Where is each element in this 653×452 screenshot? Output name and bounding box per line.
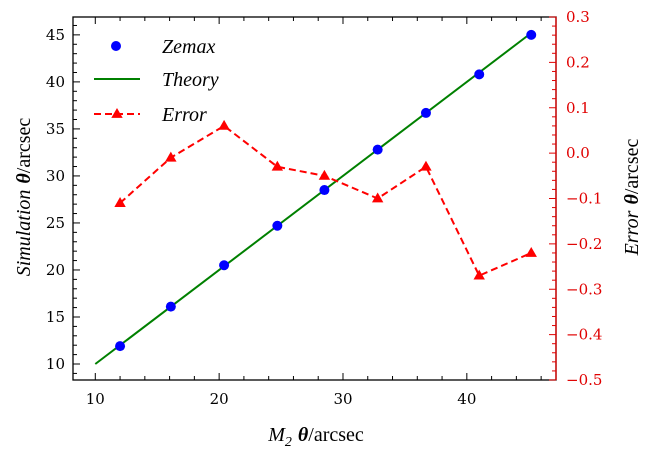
error-line bbox=[119, 124, 532, 277]
y-axis-left-label-symbol: θ bbox=[13, 173, 35, 184]
y-tick-label-right: 0.0 bbox=[566, 144, 590, 162]
zemax-series bbox=[115, 29, 537, 352]
zemax-point bbox=[526, 29, 537, 40]
y-tick-label-left: 15 bbox=[46, 308, 65, 326]
y-axis-right-label-main: Error bbox=[621, 210, 643, 256]
error-point bbox=[218, 119, 230, 130]
y-tick-label-right: −0.5 bbox=[566, 371, 602, 389]
y-axis-left-label-main: Simulation bbox=[13, 190, 35, 277]
y-tick-label-left: 45 bbox=[46, 26, 65, 44]
error-point bbox=[371, 192, 384, 203]
y-tick-label-right: −0.3 bbox=[566, 280, 602, 298]
x-axis-label-symbol: θ bbox=[298, 424, 309, 446]
zemax-point bbox=[272, 220, 283, 231]
y-axis-left-label-unit: /arcsec bbox=[13, 118, 35, 174]
y-tick-label-left: 25 bbox=[46, 214, 65, 232]
y-tick-label-left: 30 bbox=[46, 167, 65, 185]
y-axis-right-label-unit: /arcsec bbox=[621, 139, 643, 195]
y-tick-label-right: 0.1 bbox=[566, 99, 590, 117]
y-tick-label-left: 40 bbox=[46, 73, 65, 91]
x-tick-label: 40 bbox=[457, 390, 476, 408]
y-tick-label-right: 0.3 bbox=[566, 8, 590, 26]
error-point bbox=[271, 160, 284, 171]
x-tick-label: 30 bbox=[333, 390, 352, 408]
zemax-point bbox=[165, 301, 176, 312]
bottom-axis-ticks: 10 20 30 40 bbox=[86, 17, 542, 408]
x-axis-label-main: M bbox=[267, 424, 286, 446]
x-axis-label: M2 θ/arcsec bbox=[267, 424, 364, 450]
legend-zemax-marker bbox=[111, 41, 121, 51]
x-axis-label-sub: 2 bbox=[285, 435, 292, 450]
y-tick-label-right: 0.2 bbox=[566, 53, 590, 71]
y-tick-label-left: 10 bbox=[46, 355, 65, 373]
error-point bbox=[473, 269, 485, 280]
theory-series bbox=[94, 34, 530, 365]
y-axis-right-label-symbol: θ bbox=[621, 194, 643, 205]
zemax-point bbox=[319, 185, 330, 196]
zemax-point bbox=[420, 107, 431, 118]
y-tick-label-right: −0.4 bbox=[566, 326, 602, 344]
zemax-point bbox=[219, 260, 230, 271]
y-axis-right-label: Error θ/arcsec bbox=[621, 139, 643, 257]
error-point bbox=[114, 197, 126, 207]
y-tick-label-left: 35 bbox=[46, 120, 65, 138]
legend-theory-label: Theory bbox=[162, 69, 219, 91]
x-axis-label-unit: /arcsec bbox=[308, 424, 364, 446]
zemax-point bbox=[115, 341, 126, 352]
x-tick-label: 20 bbox=[210, 390, 229, 408]
legend-error-marker bbox=[111, 108, 123, 118]
x-tick-label: 10 bbox=[86, 390, 105, 408]
y-tick-label-right: −0.1 bbox=[566, 190, 602, 208]
y-axis-left-label: Simulation θ/arcsec bbox=[13, 118, 35, 277]
error-series bbox=[114, 119, 537, 280]
plot-area: 10 15 20 25 30 35 40 45 0.3 0.2 0.1 0.0 −0.1 −0.2 −0.… bbox=[46, 8, 603, 408]
error-point bbox=[420, 160, 432, 171]
error-point bbox=[525, 246, 537, 257]
error-point bbox=[165, 151, 177, 162]
zemax-point bbox=[474, 69, 485, 80]
error-point bbox=[318, 169, 331, 180]
zemax-point bbox=[372, 144, 383, 155]
left-axis-ticks: 10 15 20 25 30 35 40 45 bbox=[46, 24, 80, 374]
legend: Zemax Theory Error bbox=[94, 36, 219, 126]
theory-line bbox=[94, 34, 530, 365]
right-axis-ticks: 0.3 0.2 0.1 0.0 −0.1 −0.2 −0.3 −0.4 −0.5 bbox=[549, 8, 602, 389]
legend-error-label: Error bbox=[161, 104, 207, 126]
legend-zemax-label: Zemax bbox=[162, 36, 215, 58]
y-tick-label-right: −0.2 bbox=[566, 235, 602, 253]
y-tick-label-left: 20 bbox=[46, 261, 65, 279]
